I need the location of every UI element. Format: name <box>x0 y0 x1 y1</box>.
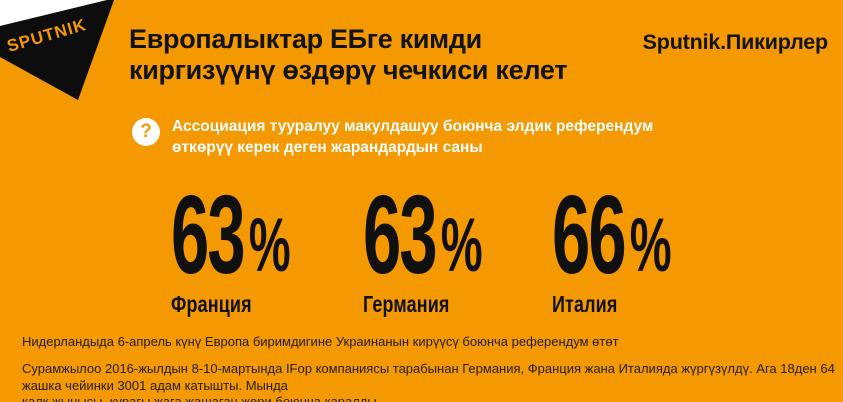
sputnik-logo: SPUTNIK <box>0 0 114 100</box>
stat-value-number: 63 <box>363 173 438 297</box>
percent-sign: % <box>248 203 291 288</box>
page-title: Европалыктар ЕБге кимди киргизүүнү өздөрү… <box>129 24 567 86</box>
percent-sign: % <box>440 203 483 288</box>
footnote-methodology-line2: калк жынысы, курагы жага жашаган жери бо… <box>22 394 377 402</box>
stat-value: 66% <box>552 180 682 291</box>
logo-flag-shape <box>0 0 114 100</box>
stat-value-number: 66 <box>552 173 627 297</box>
stat-value-number: 63 <box>171 173 246 297</box>
footnote-referendum: Нидерландыда 6-апрель күнү Европа биримд… <box>22 334 619 349</box>
footnote-methodology: Сурамжылоо 2016-жылдын 8-10-мартында IFo… <box>22 361 843 402</box>
question-text: Ассоциация тууралуу макулдашуу боюнча эл… <box>172 116 653 158</box>
footnote-methodology-line1: Сурамжылоо 2016-жылдын 8-10-мартында IFo… <box>22 361 835 393</box>
page-title-line1: Европалыктар ЕБге кимди <box>129 24 482 54</box>
stat-italy: 66% Италия <box>552 180 762 318</box>
stat-country-label: Италия <box>552 291 618 317</box>
stat-value: 63% <box>171 180 301 291</box>
stat-value: 63% <box>363 180 493 291</box>
masthead-brand: Sputnik.Пикирлер <box>642 30 829 54</box>
stat-country-label: Германия <box>363 291 450 317</box>
stat-germany: 63% Германия <box>363 180 573 318</box>
stat-country-label: Франция <box>171 291 252 317</box>
question-text-line1: Ассоциация тууралуу макулдашуу боюнча эл… <box>172 118 654 135</box>
page-title-line2: киргизүүнү өздөрү чечкиси келет <box>129 55 568 85</box>
question-text-line2: өткөрүү керек деген жарандардын саны <box>172 139 483 156</box>
stat-france: 63% Франция <box>171 180 381 318</box>
question-mark-icon: ? <box>132 118 160 146</box>
percent-sign: % <box>629 203 672 288</box>
